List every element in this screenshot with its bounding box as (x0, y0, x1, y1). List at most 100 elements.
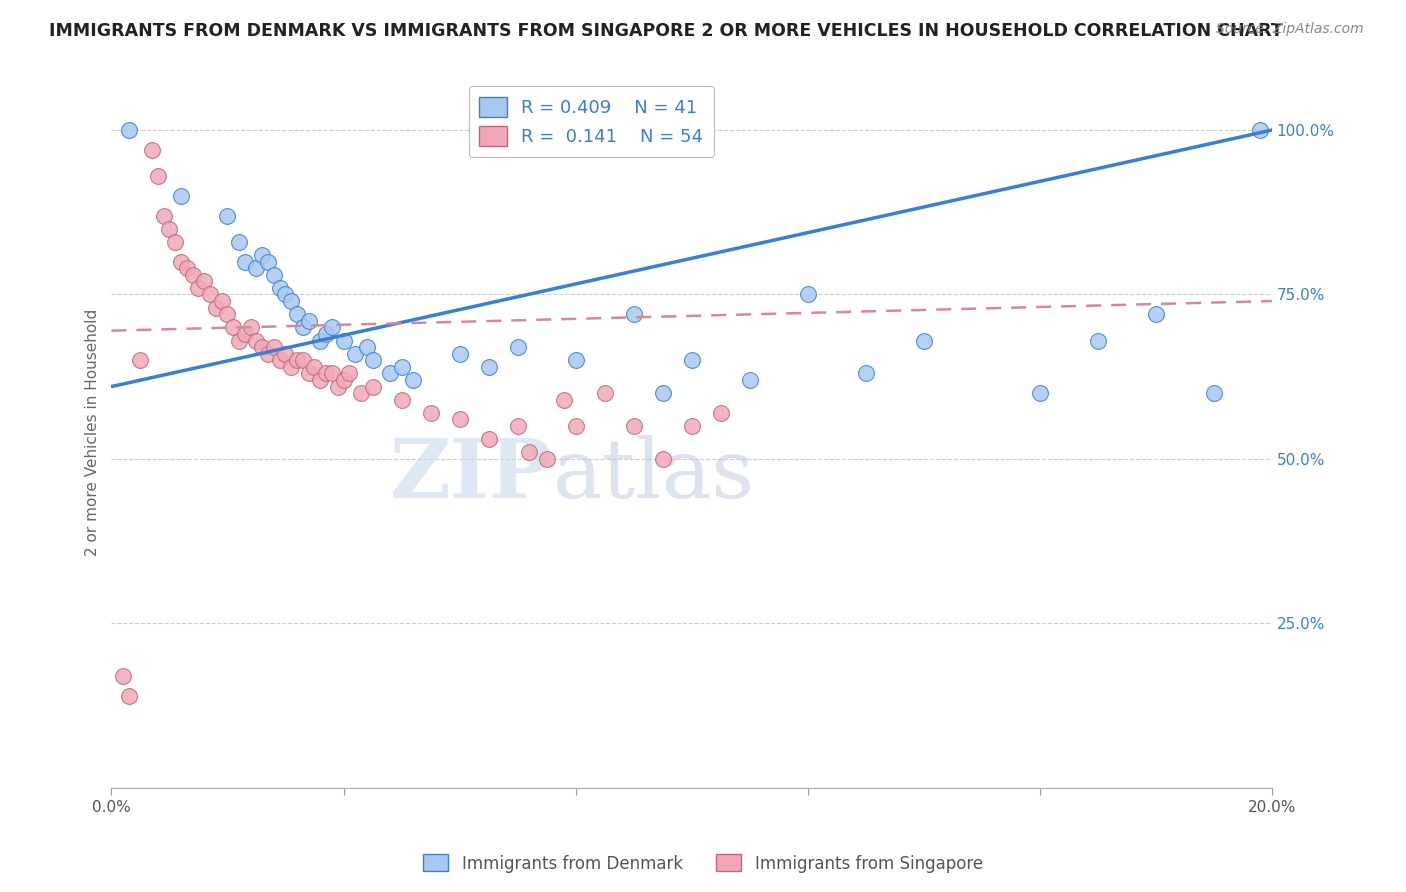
Text: IMMIGRANTS FROM DENMARK VS IMMIGRANTS FROM SINGAPORE 2 OR MORE VEHICLES IN HOUSE: IMMIGRANTS FROM DENMARK VS IMMIGRANTS FR… (49, 22, 1282, 40)
Point (198, 287, 221, 301)
Point (228, 334, 250, 348)
Point (1249, 123, 1271, 137)
Point (681, 353, 703, 368)
Point (681, 419, 703, 434)
Point (321, 320, 343, 334)
Point (449, 346, 471, 360)
Point (176, 261, 198, 276)
Point (309, 334, 332, 348)
Text: atlas: atlas (553, 435, 755, 516)
Point (291, 353, 314, 368)
Point (337, 367, 360, 381)
Legend: R = 0.409    N = 41, R =  0.141    N = 54: R = 0.409 N = 41, R = 0.141 N = 54 (468, 87, 714, 157)
Point (564, 353, 586, 368)
Point (477, 432, 499, 446)
Point (361, 379, 384, 393)
Point (344, 346, 367, 360)
Point (245, 334, 267, 348)
Point (419, 406, 441, 420)
Point (506, 419, 529, 434)
Point (332, 373, 354, 387)
Point (211, 294, 233, 309)
Point (274, 346, 297, 360)
Point (170, 189, 193, 203)
Point (165, 235, 187, 249)
Point (449, 412, 471, 426)
Point (623, 307, 645, 321)
Point (298, 314, 321, 328)
Point (222, 320, 245, 334)
Point (855, 367, 877, 381)
Point (315, 326, 337, 341)
Point (623, 419, 645, 434)
Point (269, 281, 291, 295)
Point (228, 235, 250, 249)
Point (170, 254, 193, 268)
Point (361, 353, 384, 368)
Point (378, 367, 401, 381)
Point (111, 669, 134, 683)
Point (233, 254, 256, 268)
Point (553, 392, 575, 407)
Point (193, 274, 215, 288)
Point (391, 392, 413, 407)
Point (477, 359, 499, 374)
Point (252, 340, 274, 354)
Point (118, 123, 141, 137)
Point (356, 340, 378, 354)
Point (536, 451, 558, 466)
Point (326, 379, 349, 393)
Point (285, 353, 308, 368)
Point (1202, 386, 1225, 401)
Y-axis label: 2 or more Vehicles in Household: 2 or more Vehicles in Household (86, 309, 100, 557)
Point (321, 367, 343, 381)
Point (315, 367, 337, 381)
Point (285, 307, 308, 321)
Point (217, 307, 239, 321)
Point (291, 320, 314, 334)
Text: ZIP: ZIP (389, 435, 553, 516)
Point (593, 386, 616, 401)
Point (257, 346, 280, 360)
Point (280, 359, 302, 374)
Point (159, 221, 181, 235)
Point (332, 334, 354, 348)
Point (274, 287, 297, 301)
Point (1144, 307, 1167, 321)
Point (304, 359, 326, 374)
Point (252, 248, 274, 262)
Point (738, 373, 761, 387)
Point (564, 419, 586, 434)
Point (146, 169, 169, 183)
Point (350, 386, 373, 401)
Point (506, 340, 529, 354)
Point (796, 287, 818, 301)
Point (269, 353, 291, 368)
Point (280, 294, 302, 309)
Point (239, 320, 262, 334)
Point (1087, 334, 1109, 348)
Point (129, 353, 152, 368)
Point (263, 268, 285, 282)
Text: Source: ZipAtlas.com: Source: ZipAtlas.com (1216, 22, 1364, 37)
Point (263, 340, 285, 354)
Point (651, 386, 673, 401)
Point (651, 451, 673, 466)
Point (912, 334, 935, 348)
Point (118, 689, 141, 703)
Point (517, 445, 540, 459)
Point (245, 261, 267, 276)
Point (298, 367, 321, 381)
Legend: Immigrants from Denmark, Immigrants from Singapore: Immigrants from Denmark, Immigrants from… (416, 847, 990, 880)
Point (257, 254, 280, 268)
Point (205, 301, 228, 315)
Point (402, 373, 425, 387)
Point (152, 209, 174, 223)
Point (141, 143, 163, 157)
Point (1029, 386, 1052, 401)
Point (217, 209, 239, 223)
Point (309, 373, 332, 387)
Point (181, 268, 204, 282)
Point (187, 281, 209, 295)
Point (710, 406, 733, 420)
